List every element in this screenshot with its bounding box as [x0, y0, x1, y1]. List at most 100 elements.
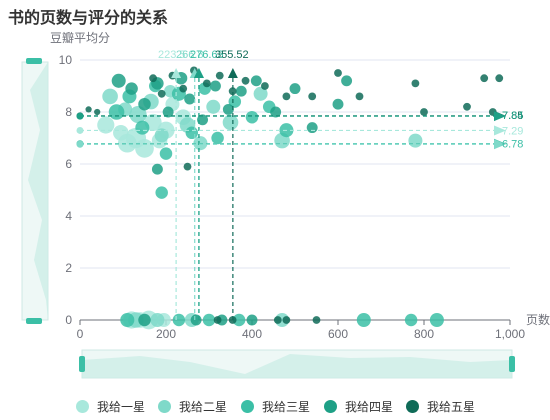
y-tick-label: 0: [65, 313, 72, 327]
y-tick-label: 8: [65, 105, 72, 119]
markline-x-label: 223.5: [158, 49, 186, 61]
x-tick-label: 600: [328, 327, 348, 341]
y-tick-label: 4: [65, 209, 72, 223]
legend-item[interactable]: 我给三星: [241, 398, 310, 415]
y-axis-label: 豆瓣平均分: [50, 31, 110, 45]
data-point: [355, 92, 364, 101]
data-point: [197, 114, 209, 126]
data-point: [408, 133, 423, 148]
y-zoom-shadow: [28, 62, 48, 320]
data-point: [312, 316, 321, 324]
data-point: [202, 79, 211, 88]
legend-dot-icon: [324, 400, 337, 413]
y-tick-label: 2: [65, 261, 72, 275]
y-zoom-handle-bottom: [26, 318, 42, 324]
data-point: [108, 104, 125, 120]
data-point: [190, 314, 202, 326]
markline-y-label: 7.29: [502, 125, 523, 137]
legend-item[interactable]: 我给四星: [324, 398, 393, 415]
data-point: [179, 84, 188, 93]
data-point: [250, 75, 262, 87]
x-axis-label: 页数: [526, 312, 550, 327]
markline-y-arrow: [494, 111, 506, 122]
data-point: [420, 108, 428, 116]
data-point: [185, 126, 199, 140]
data-point: [308, 92, 317, 101]
data-point: [222, 103, 234, 115]
data-point: [480, 74, 489, 83]
data-point: [125, 82, 138, 95]
data-point: [289, 83, 301, 95]
markline-y-arrow: [494, 125, 506, 136]
data-point: [246, 314, 258, 326]
x-zoom-handle-left: [79, 356, 85, 372]
legend-label: 我给四星: [345, 400, 394, 414]
data-point: [211, 131, 224, 145]
y-zoom-slider: [21, 58, 49, 324]
data-point: [429, 312, 444, 328]
legend-label: 我给二星: [179, 400, 228, 414]
data-point: [209, 80, 221, 92]
data-point: [162, 106, 174, 118]
markline-y-label: 7.84: [502, 110, 523, 122]
data-point: [184, 93, 196, 105]
x-tick-label: 0: [77, 327, 84, 341]
data-point: [183, 162, 192, 171]
data-point: [138, 313, 151, 327]
markline-x-arrow: [193, 68, 204, 78]
x-tick-label: 800: [414, 327, 434, 341]
data-point: [129, 106, 147, 124]
x-tick-label: 1,000: [495, 327, 525, 341]
data-point: [356, 312, 371, 328]
series-我给四星: [111, 71, 353, 327]
legend-dot-icon: [241, 400, 254, 413]
markline-x-label: 355.52: [215, 49, 249, 61]
markline-x-arrow: [171, 68, 182, 78]
data-point: [245, 110, 259, 124]
data-point: [206, 99, 221, 114]
data-point: [151, 163, 163, 175]
data-point: [334, 69, 342, 77]
data-point: [102, 88, 118, 105]
markline-y-label: 6.78: [502, 139, 523, 151]
markline-x-label: 266.8: [176, 49, 204, 61]
x-tick-label: 400: [242, 327, 262, 341]
markline-y-arrow: [494, 139, 506, 150]
data-point: [154, 128, 169, 143]
data-point: [253, 86, 268, 101]
data-point: [149, 74, 158, 83]
x-zoom-shadow: [82, 354, 512, 378]
data-point: [155, 186, 168, 199]
data-point: [157, 89, 166, 98]
chart-title: 书的页数与评分的关系: [8, 10, 169, 27]
legend-label: 我给三星: [262, 400, 311, 414]
data-point: [341, 75, 353, 87]
data-point: [213, 316, 222, 324]
markline-y-start: [76, 126, 84, 134]
legend-dot-icon: [406, 400, 419, 413]
data-point: [222, 114, 239, 131]
data-point: [273, 316, 282, 324]
legend-item[interactable]: 我给二星: [158, 398, 227, 415]
data-point: [85, 106, 92, 113]
x-zoom-handle-right: [509, 356, 515, 372]
data-point: [261, 82, 269, 90]
legend-dot-icon: [76, 400, 89, 413]
markline-x-arrow: [227, 68, 238, 78]
chart-legend: 我给一星 我给二星 我给三星 我给四星 我给五星: [0, 398, 550, 418]
legend-label: 我给一星: [97, 400, 146, 414]
data-point: [228, 95, 242, 108]
legend-label: 我给五星: [427, 400, 476, 414]
data-point: [159, 147, 173, 160]
data-point: [282, 316, 291, 324]
data-point: [202, 313, 216, 327]
x-zoom-slider: [79, 349, 515, 379]
data-point: [111, 73, 126, 88]
data-point: [135, 120, 150, 135]
legend-item[interactable]: 我给五星: [406, 398, 475, 415]
data-point: [241, 76, 250, 85]
data-point: [138, 97, 151, 111]
markline-x-label: 276.63: [190, 49, 224, 61]
legend-item[interactable]: 我给一星: [76, 398, 145, 415]
